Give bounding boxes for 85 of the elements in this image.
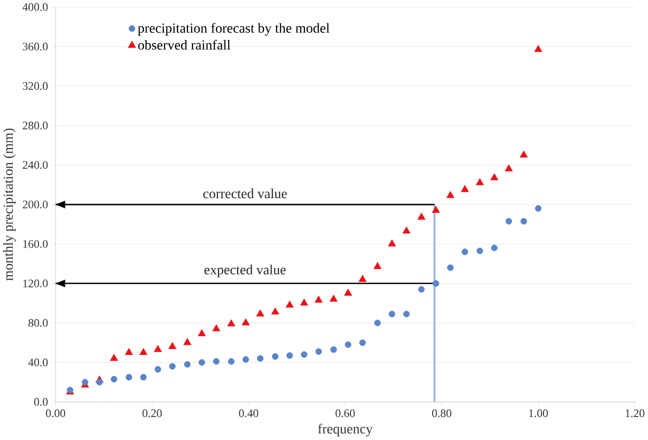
point	[256, 310, 264, 317]
point	[344, 342, 352, 348]
point	[418, 286, 425, 293]
point	[110, 376, 118, 383]
point	[374, 320, 381, 326]
point	[534, 205, 542, 212]
point	[388, 240, 396, 247]
point	[184, 361, 191, 368]
point	[198, 359, 206, 366]
point	[213, 358, 220, 365]
ref-line-label: corrected value	[203, 188, 287, 198]
point	[124, 348, 133, 356]
point	[520, 150, 528, 158]
ref-line-label: expected value	[204, 264, 286, 278]
point	[154, 366, 162, 373]
point	[490, 173, 498, 180]
point	[358, 275, 367, 282]
point	[256, 355, 264, 362]
y-tick-label: 160.0	[23, 240, 48, 248]
y-tick-label: 400.0	[22, 3, 48, 12]
point	[359, 340, 366, 346]
point	[300, 351, 308, 358]
point	[330, 294, 338, 302]
x-axis-title: frequency	[318, 424, 373, 437]
point	[228, 358, 235, 365]
point	[96, 379, 103, 386]
point	[286, 352, 293, 359]
y-tick-label: 320.0	[22, 82, 48, 90]
y-tick-label: 360.0	[22, 42, 48, 51]
legend-label: precipitation forecast by the model	[138, 23, 330, 36]
y-tick-label: 200.0	[22, 200, 48, 209]
legend-label: observed rainfall	[138, 40, 230, 50]
point	[476, 248, 484, 254]
point	[183, 338, 192, 346]
point	[286, 300, 294, 308]
point	[402, 226, 410, 234]
point	[154, 345, 162, 352]
x-tick-label: 0.20	[142, 410, 162, 418]
y-axis-title: monthly precipitation (mm)	[3, 128, 16, 281]
y-tick-label: 240.0	[22, 161, 48, 170]
point	[242, 318, 250, 326]
point	[110, 354, 118, 362]
point	[315, 348, 322, 356]
x-tick-label: 1.20	[626, 410, 644, 418]
point	[140, 374, 147, 381]
point	[242, 356, 250, 363]
x-tick-label: 1.00	[529, 410, 548, 418]
y-tick-label: 280.0	[22, 122, 48, 130]
y-tick-label: 0.0	[34, 398, 48, 406]
point	[534, 45, 542, 52]
x-tick-label: 0.40	[239, 410, 258, 418]
point	[432, 206, 440, 214]
point	[126, 374, 132, 381]
point	[374, 262, 382, 270]
point	[491, 244, 498, 252]
point	[227, 320, 236, 327]
point	[272, 353, 278, 360]
point	[520, 218, 528, 225]
point	[330, 346, 337, 354]
point	[460, 185, 469, 192]
point	[300, 298, 308, 306]
point	[344, 288, 352, 296]
y-tick-label: 80.0	[28, 319, 48, 328]
point	[168, 342, 176, 350]
point	[271, 308, 280, 315]
y-tick-label: 120.0	[23, 280, 48, 288]
point	[139, 348, 148, 356]
point	[506, 218, 512, 225]
x-tick-label: 0.00	[46, 410, 66, 418]
point	[198, 329, 206, 336]
point	[447, 264, 454, 272]
x-tick-label: 0.60	[336, 410, 355, 418]
point	[212, 324, 220, 332]
point	[388, 311, 396, 318]
point	[432, 280, 440, 287]
y-tick-label: 40.0	[28, 358, 48, 367]
point	[504, 164, 513, 172]
point	[476, 178, 484, 186]
point	[446, 191, 454, 198]
point	[462, 248, 468, 256]
x-tick-label: 0.80	[432, 410, 452, 418]
point	[169, 363, 176, 370]
point	[314, 296, 323, 303]
point	[417, 212, 426, 220]
point	[403, 311, 410, 318]
